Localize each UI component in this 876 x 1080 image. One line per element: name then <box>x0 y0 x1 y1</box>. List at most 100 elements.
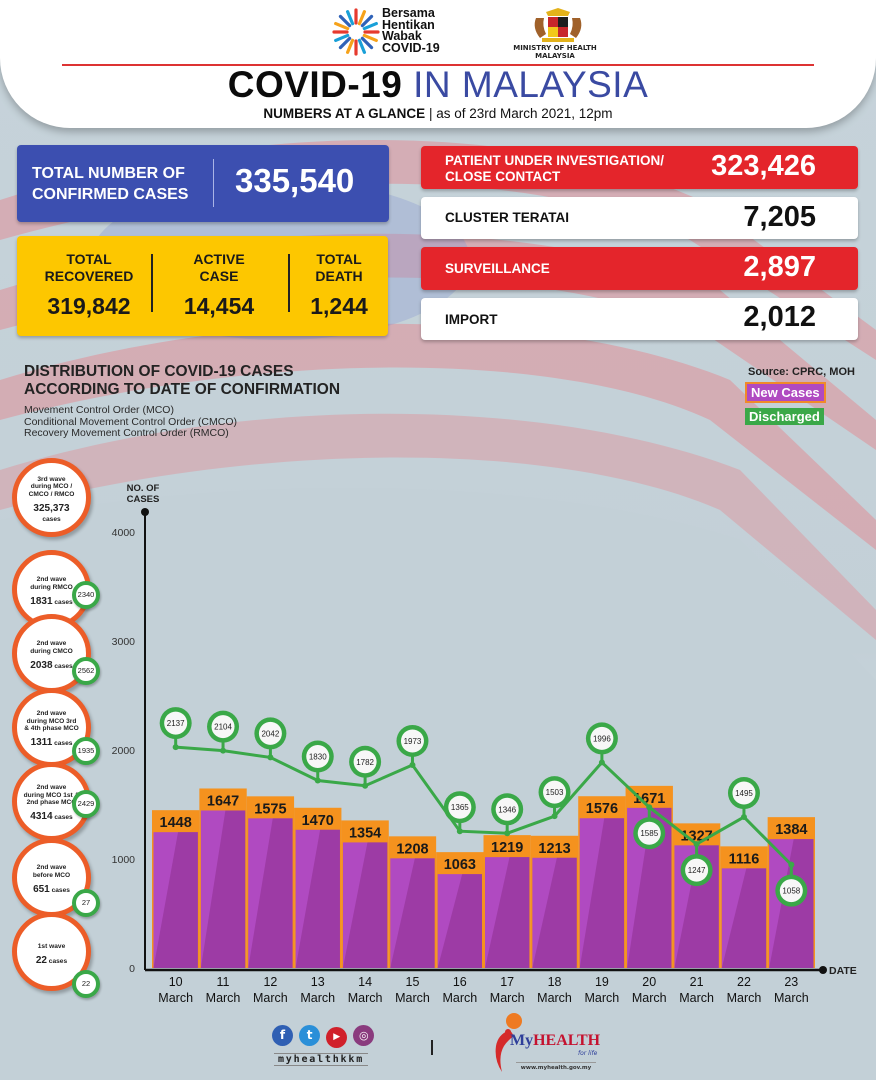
wave-title: 2nd wave <box>36 784 67 792</box>
x-tick-label: March <box>395 991 430 1005</box>
bar-value-label: 1576 <box>586 801 618 817</box>
death-stat: TOTAL DEATH 1,244 <box>293 251 385 320</box>
page-subtitle: NUMBERS AT A GLANCE | as of 23rd March 2… <box>0 106 876 121</box>
active-label: CASE <box>199 267 239 284</box>
x-tick-label: March <box>727 991 762 1005</box>
wave-case-count: 325,373 <box>33 503 70 515</box>
confirmed-label: TOTAL NUMBER OF CONFIRMED CASES <box>32 163 188 205</box>
discharged-value-label: 1996 <box>593 734 611 743</box>
campaign-line: Bersama <box>382 6 435 20</box>
subtitle-bold: NUMBERS AT A GLANCE <box>263 106 426 121</box>
bar-value-label: 1671 <box>633 791 665 807</box>
x-tick-label: 13 <box>311 975 325 989</box>
wave-case-suffix: cases <box>52 599 73 607</box>
discharged-point <box>362 782 369 789</box>
bar-value-label: 1575 <box>254 801 286 817</box>
x-tick-label: 23 <box>784 975 798 989</box>
wave-discharged-badge: 27 <box>72 889 100 917</box>
discharged-point <box>646 804 653 811</box>
brand-my: My <box>510 1032 534 1049</box>
wave-case-count: 22 <box>35 955 47 966</box>
import-value: 2,012 <box>743 301 816 333</box>
wave-title: during RMCO <box>30 583 73 591</box>
discharged-marker <box>164 711 188 735</box>
title-malaysia: IN MALAYSIA <box>413 64 649 105</box>
footer-separator <box>431 1040 433 1055</box>
wave-title: 2nd phase MCO <box>26 799 77 806</box>
wave-title: during CMCO <box>30 647 73 655</box>
pui-label: PATIENT UNDER INVESTIGATION/ CLOSE CONTA… <box>445 153 664 185</box>
wave-title: 2nd wave <box>36 576 67 584</box>
legend-discharged: Discharged <box>745 408 824 425</box>
recovered-value: 319,842 <box>47 293 131 319</box>
bar-shade <box>532 857 577 968</box>
discharged-marker <box>732 781 756 805</box>
discharged-marker <box>211 715 235 739</box>
label-line: PATIENT UNDER INVESTIGATION/ <box>445 153 665 168</box>
discharged-marker <box>448 795 472 819</box>
wave-case-suffix: cases <box>52 740 73 748</box>
campaign-line: Hentikan <box>382 17 435 32</box>
wave-discharged-badge: 2429 <box>72 790 100 818</box>
x-tick-label: March <box>679 991 714 1005</box>
bar-value-label: 1116 <box>729 851 760 867</box>
coat-of-arms-icon <box>534 8 582 42</box>
recovered-label: TOTAL <box>66 251 112 267</box>
myhealth-url[interactable]: www.myhealth.gov.my <box>516 1062 596 1071</box>
discharged-value-label: 2137 <box>167 719 185 728</box>
bar-value-label: 1448 <box>160 815 192 831</box>
wave-case-count: 1831 <box>30 596 53 608</box>
wave-title: during MCO 1st & <box>23 791 80 799</box>
brand-tagline: for life <box>578 1050 598 1057</box>
bar-value-label: 1647 <box>207 793 239 809</box>
myhealth-wordmark: MyHEALTH <box>510 1032 600 1050</box>
campaign-line: COVID-19 <box>382 40 440 55</box>
wave-title: during MCO / <box>30 483 73 491</box>
discharged-line <box>175 745 793 866</box>
discharged-value-label: 1058 <box>782 887 800 896</box>
instagram-icon[interactable]: ◎ <box>353 1025 375 1046</box>
discharged-value-label: 1503 <box>546 788 564 797</box>
discharged-marker <box>685 858 709 882</box>
y-axis-label: NO. OF <box>127 483 160 494</box>
x-axis-label: DATE <box>829 965 857 977</box>
wave-case-count: 4314 <box>30 811 53 823</box>
wave-title: 3rd wave <box>37 476 66 483</box>
bar-shade <box>579 818 625 968</box>
discharged-value-label: 1585 <box>640 829 658 838</box>
bar-shade <box>437 874 482 968</box>
wave-case-suffix: cases <box>46 958 68 965</box>
x-tick-label: 22 <box>737 975 751 989</box>
label-line: CLOSE CONTACT <box>445 169 561 184</box>
youtube-icon[interactable]: ▶ <box>326 1027 348 1048</box>
bar-value-label: 1470 <box>302 813 334 829</box>
note-line: Recovery Movement Control Order (RMCO) <box>24 427 229 439</box>
wave-discharged-badge: 22 <box>72 970 100 998</box>
subtitle-date: as of 23rd March 2021, 12pm <box>436 106 613 121</box>
wave-discharged-badge: 2340 <box>72 581 100 609</box>
x-tick-label: March <box>442 991 477 1005</box>
y-tick-label: 3000 <box>112 636 136 648</box>
wave-case-count: 1311 <box>30 737 53 749</box>
bar-shade <box>248 818 293 968</box>
x-tick-label: March <box>348 991 383 1005</box>
x-tick-label: 21 <box>690 975 704 989</box>
discharged-value-label: 1346 <box>498 805 516 814</box>
y-tick-label: 1000 <box>112 854 136 866</box>
x-tick-label: 10 <box>169 975 183 989</box>
x-tick-label: March <box>158 991 193 1005</box>
active-stat: ACTIVE CASE 14,454 <box>157 251 281 320</box>
wave-case-suffix: cases <box>49 887 70 895</box>
twitter-icon[interactable]: t <box>299 1025 321 1046</box>
discharged-point <box>314 777 321 784</box>
facebook-icon[interactable]: f <box>272 1025 293 1046</box>
surveillance-card: SURVEILLANCE 2,897 <box>421 247 858 290</box>
x-tick-label: 18 <box>548 975 562 989</box>
social-handle: myhealthkkm <box>274 1053 368 1066</box>
x-tick-label: 11 <box>217 975 230 989</box>
active-value: 14,454 <box>183 293 255 319</box>
wave-title: 2nd wave <box>36 864 67 872</box>
label-line: CONFIRMED CASES <box>32 186 189 203</box>
y-tick-label: 2000 <box>112 745 136 757</box>
